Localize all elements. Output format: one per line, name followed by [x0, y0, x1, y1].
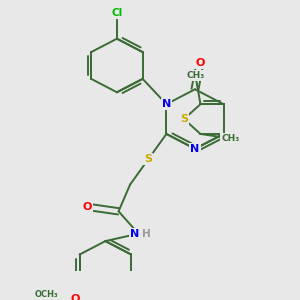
Text: N: N — [130, 229, 139, 239]
Text: CH₃: CH₃ — [186, 71, 205, 80]
Text: S: S — [144, 154, 152, 164]
Text: O: O — [71, 294, 80, 300]
Text: OCH₃: OCH₃ — [34, 290, 58, 299]
Text: H: H — [142, 229, 151, 239]
Text: CH₃: CH₃ — [221, 134, 239, 143]
Text: O: O — [82, 202, 92, 212]
Text: O: O — [195, 58, 205, 68]
Text: S: S — [180, 114, 188, 124]
Text: Cl: Cl — [111, 8, 122, 18]
Text: N: N — [162, 99, 171, 109]
Text: N: N — [190, 144, 200, 154]
